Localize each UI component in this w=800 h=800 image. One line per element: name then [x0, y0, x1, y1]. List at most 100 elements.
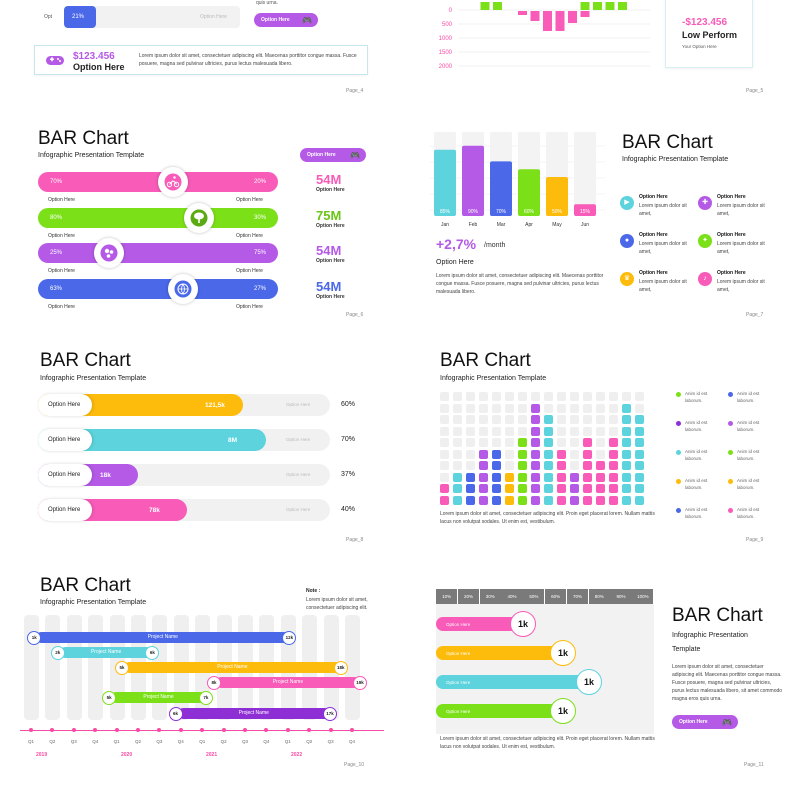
waffle-cell-empty [453, 392, 462, 401]
waffle-cell-filled [505, 472, 514, 482]
legend-dot [676, 450, 681, 455]
waffle-cell-empty [440, 426, 449, 436]
waffle-cell-filled [635, 484, 644, 493]
waffle-cell-empty [609, 415, 618, 424]
gantt-bar: Project Name [177, 708, 331, 719]
slide-subtitle: Infographic Presentation Template [622, 156, 729, 163]
option-button[interactable]: Option Here 🎮 [672, 715, 738, 729]
progress-track [64, 6, 240, 28]
option-label: Option Here [436, 259, 474, 266]
waffle-cell-empty [505, 438, 514, 447]
lorem-bottom: Lorem ipsum dolor sit amet, consectetuer… [440, 736, 655, 750]
axis-tick [243, 728, 247, 732]
axis-tick [93, 728, 98, 732]
bar-apr [518, 169, 540, 216]
kpi-value: 1k [550, 640, 576, 666]
waffle-cell-filled [492, 472, 501, 482]
option-bold: Option Here [73, 62, 125, 72]
waffle-cell-empty [440, 415, 449, 424]
y-tick-label: 1000 [439, 36, 453, 42]
progress-gray-label: Option Here [200, 14, 227, 20]
gantt-end: 7k [198, 690, 213, 705]
waffle-cell-empty [479, 403, 488, 413]
bar-may [546, 177, 568, 216]
page-number: Page_7 [746, 312, 764, 318]
note-title: Note : [306, 588, 321, 594]
waffle-cell-empty [596, 426, 605, 436]
waffle-cell-filled [557, 449, 566, 459]
item-text: Lorem ipsum dolor sit amet, [639, 241, 687, 255]
quarter-label: Q3 [242, 739, 249, 744]
bar-left-pct: 70% [50, 179, 63, 185]
axis-tick [71, 728, 76, 732]
card-money: -$123.456 [682, 17, 728, 28]
scale-cell: 100% [632, 589, 654, 604]
waffle-cell-filled [596, 472, 605, 482]
slide-page-9: BAR Chart Infographic Presentation Templ… [400, 340, 800, 550]
waffle-cell-empty [440, 461, 449, 470]
waffle-cell-empty [557, 403, 566, 413]
bar-pct-label: 90% [468, 209, 479, 215]
under-label-right: Option Here [236, 268, 263, 274]
year-label: 2021 [206, 752, 218, 758]
month-label: Jan [441, 222, 449, 228]
bar-value: 54M [316, 172, 342, 187]
option-button[interactable]: Option Here 🎮 [300, 148, 366, 162]
waffle-cell-filled [583, 461, 592, 470]
progress-rows: Option Here 121,5k Option Here 60% Option He… [38, 394, 378, 534]
option-button-label: Option Here [679, 719, 708, 725]
legend-dot [728, 450, 733, 455]
lorem-text: Lorem ipsum dolor sit amet, consectetuer… [436, 273, 604, 295]
gamepad-icon [45, 52, 65, 68]
bar-positive [593, 2, 602, 10]
month-label: Jun [581, 222, 589, 228]
row-pct: 40% [341, 506, 356, 513]
waffle-cell-empty [583, 403, 592, 413]
waffle-cell-filled [492, 484, 501, 493]
row-pct: 37% [341, 471, 356, 478]
quarter-label: Q3 [70, 739, 77, 744]
row-label: Option Here [48, 472, 81, 478]
waffle-cell-empty [570, 403, 579, 413]
bar-negative [530, 11, 540, 21]
percent-scale: 10% 20% 30% 40% 50% 60% 70% 80% 90% 100% [436, 589, 654, 604]
gamepad-icon: 🎮 [302, 16, 312, 25]
waffle-cell-empty [609, 392, 618, 401]
legend-dot [728, 508, 733, 513]
waffle-cell-filled [531, 449, 540, 459]
waffle-cell-filled [609, 449, 618, 459]
waffle-cell-filled [635, 449, 644, 459]
waffle-cell-empty [583, 392, 592, 401]
waffle-cell-filled [518, 495, 527, 505]
waffle-cell-filled [544, 472, 553, 482]
bar-value: 75M [316, 208, 342, 223]
slide-page-5: 0 500 1000 1500 2000 -$123.456 Low Perform Y… [400, 0, 800, 100]
waffle-cell-filled [518, 438, 527, 447]
gantt-end: 17k [323, 706, 338, 721]
y-tick-label: 500 [442, 22, 453, 28]
under-label-right: Option Here [236, 197, 263, 203]
waffle-cell-filled [518, 472, 527, 482]
waffle-cell-filled [492, 495, 501, 505]
video-icon: ▶ [620, 196, 634, 210]
waffle-cell-empty [505, 426, 514, 436]
option-button[interactable]: Option Here 🎮 [254, 13, 318, 27]
kpi-bar [436, 675, 592, 689]
legend-text: Anim id est laborum. [737, 391, 760, 403]
waffle-cell-empty [440, 403, 449, 413]
bar-value-label: Option Here [316, 294, 345, 300]
axis-tick [350, 728, 354, 732]
item-text: Lorem ipsum dolor sit amet, [717, 241, 765, 255]
bar-right-pct: 27% [254, 286, 267, 292]
bar-pct-label: 50% [552, 209, 563, 215]
waffle-cell-empty [479, 426, 488, 436]
waffle-cell-filled [622, 449, 631, 459]
legend-dot [676, 392, 681, 397]
waffle-cell-filled [544, 438, 553, 447]
under-label-left: Option Here [48, 233, 75, 239]
year-label: 2022 [291, 752, 303, 758]
bar-track [38, 208, 278, 228]
cyclist-icon [158, 167, 188, 197]
bar-positive [618, 2, 627, 10]
row-value: 121,5k [205, 402, 225, 409]
